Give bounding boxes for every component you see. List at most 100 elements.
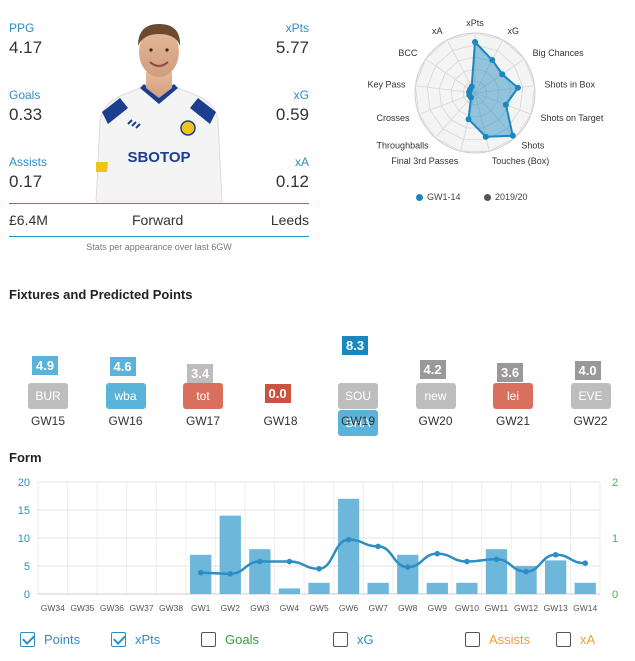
ppg-label: PPG: [9, 21, 35, 35]
checkbox-icon[interactable]: [556, 632, 571, 647]
toggle-label: Points: [44, 632, 81, 647]
opponent-badge[interactable]: new: [415, 383, 456, 409]
opponent-badge[interactable]: EVE: [570, 383, 611, 409]
radar-axis-label: Touches (Box): [492, 156, 550, 166]
xa-label: xA: [294, 155, 309, 169]
legend-dot-icon: [484, 193, 491, 201]
gameweek-label: GW20: [418, 414, 453, 428]
points-bar: [397, 554, 419, 594]
toggle-label: xG: [357, 632, 374, 647]
points-bar: [367, 582, 389, 594]
radar-point: [482, 133, 489, 140]
position: Forward: [132, 212, 184, 228]
x-tick-label: GW14: [573, 603, 597, 613]
radar-spoke: [474, 92, 516, 139]
opponent-badge[interactable]: SOU: [338, 383, 378, 409]
radar-spoke: [474, 85, 535, 94]
fixture-gw18[interactable]: 0.0 GW18: [251, 322, 311, 452]
x-tick-label: GW3: [250, 603, 270, 613]
radar-ring: [438, 56, 512, 129]
opponent-badge[interactable]: lei: [493, 383, 533, 409]
points-bar: [308, 582, 330, 594]
predicted-points: 4.2: [419, 359, 446, 379]
radar-spoke: [474, 92, 532, 115]
xpts-point: [375, 543, 381, 550]
radar-axis-label: xPts: [466, 18, 484, 28]
toggle-xa[interactable]: xA: [556, 632, 595, 647]
x-tick-label: GW35: [70, 603, 94, 613]
points-bar: [485, 549, 508, 594]
toggle-xg[interactable]: xG: [333, 632, 374, 647]
radar-spoke: [425, 58, 476, 94]
xpts-point: [197, 569, 204, 576]
xpts-label: xPts: [285, 21, 309, 35]
radar-spoke: [474, 39, 504, 94]
fixture-gw19[interactable]: 8.3 BHA SOU GW19: [328, 322, 388, 452]
x-tick-label: GW12: [514, 603, 538, 613]
checkbox-icon[interactable]: [20, 632, 35, 647]
y-tick-right: 1: [612, 533, 618, 545]
toggle-assists[interactable]: Assists: [465, 632, 530, 647]
assists-value: 0.17: [9, 172, 43, 191]
toggle-label: xA: [580, 632, 596, 647]
points-bar: [219, 515, 241, 594]
fixture-gw21[interactable]: 3.6 lei GW21: [483, 322, 543, 452]
fixtures-title: Fixtures and Predicted Points: [9, 287, 193, 302]
shirt-sponsor: SBOTOP: [127, 149, 190, 166]
checkbox-icon[interactable]: [465, 632, 480, 647]
radar-legend-current[interactable]: GW1-14: [416, 192, 461, 202]
x-tick-label: GW2: [221, 603, 241, 613]
y-tick-left: 10: [18, 533, 30, 545]
checkbox-icon[interactable]: [333, 632, 348, 647]
xpts-line: [200, 538, 586, 576]
fixture-gw17[interactable]: 3.4 tot GW17: [173, 322, 233, 452]
legend-label: GW1-14: [427, 192, 461, 202]
predicted-points: 4.0: [574, 360, 601, 380]
radar-point: [509, 132, 516, 139]
radar-axis-label: Crosses: [377, 113, 411, 123]
opponent-badge-secondary[interactable]: BHA: [338, 410, 378, 436]
x-tick-label: GW36: [100, 603, 124, 613]
opponent-badge[interactable]: wba: [105, 383, 146, 409]
toggle-points[interactable]: Points: [20, 632, 80, 647]
predicted-points: 4.6: [109, 357, 136, 377]
radar-point: [465, 116, 472, 123]
fixture-gw22[interactable]: 4.0 EVE GW22: [561, 322, 621, 452]
toggle-goals[interactable]: Goals: [201, 632, 259, 647]
x-tick-label: GW1: [191, 603, 211, 613]
price: £6.4M: [9, 212, 48, 228]
radar-axis-label: Key Pass: [367, 80, 406, 90]
x-tick-label: GW13: [544, 603, 568, 613]
predicted-points: 0.0: [264, 384, 291, 403]
xpts-point: [286, 558, 293, 565]
fixture-gw20[interactable]: 4.2 new GW20: [406, 322, 466, 452]
checkbox-icon[interactable]: [111, 632, 126, 647]
x-tick-label: GW8: [398, 603, 418, 613]
points-bar: [337, 498, 360, 594]
radar-axis-label: Shots on Target: [540, 113, 603, 123]
x-tick-label: GW10: [455, 603, 479, 613]
opponent-badge[interactable]: BUR: [28, 383, 68, 409]
radar-ring: [426, 44, 524, 141]
xpts-point: [464, 558, 470, 565]
gameweek-label: GW16: [108, 414, 143, 428]
toggle-xpts[interactable]: xPts: [111, 632, 160, 647]
x-tick-label: GW37: [129, 603, 153, 613]
opponent-badge[interactable]: tot: [183, 383, 223, 409]
radar-ring: [450, 68, 500, 117]
x-tick-label: GW34: [41, 603, 65, 613]
radar-legend-previous[interactable]: 2019/20: [484, 192, 528, 202]
radar-axis-label: Shots in Box: [544, 80, 595, 90]
x-tick-label: GW6: [339, 603, 359, 613]
radar-spoke: [460, 92, 476, 152]
radar-point: [514, 84, 521, 91]
y-tick-left: 20: [18, 477, 30, 489]
checkbox-icon[interactable]: [201, 632, 216, 647]
ppg-value: 4.17: [9, 38, 43, 57]
fixture-gw16[interactable]: 4.6 wba GW16: [96, 322, 156, 452]
form-title: Form: [9, 450, 42, 465]
fixture-gw15[interactable]: 4.9 BUR GW15: [18, 322, 78, 452]
xa-value: 0.12: [275, 172, 309, 191]
form-chart: 0 5 10 15 20 0 1 2 GW34 GW35 GW36 GW37 GW38 GW1 GW2 GW3…: [18, 477, 618, 613]
xpts-point: [523, 568, 529, 575]
